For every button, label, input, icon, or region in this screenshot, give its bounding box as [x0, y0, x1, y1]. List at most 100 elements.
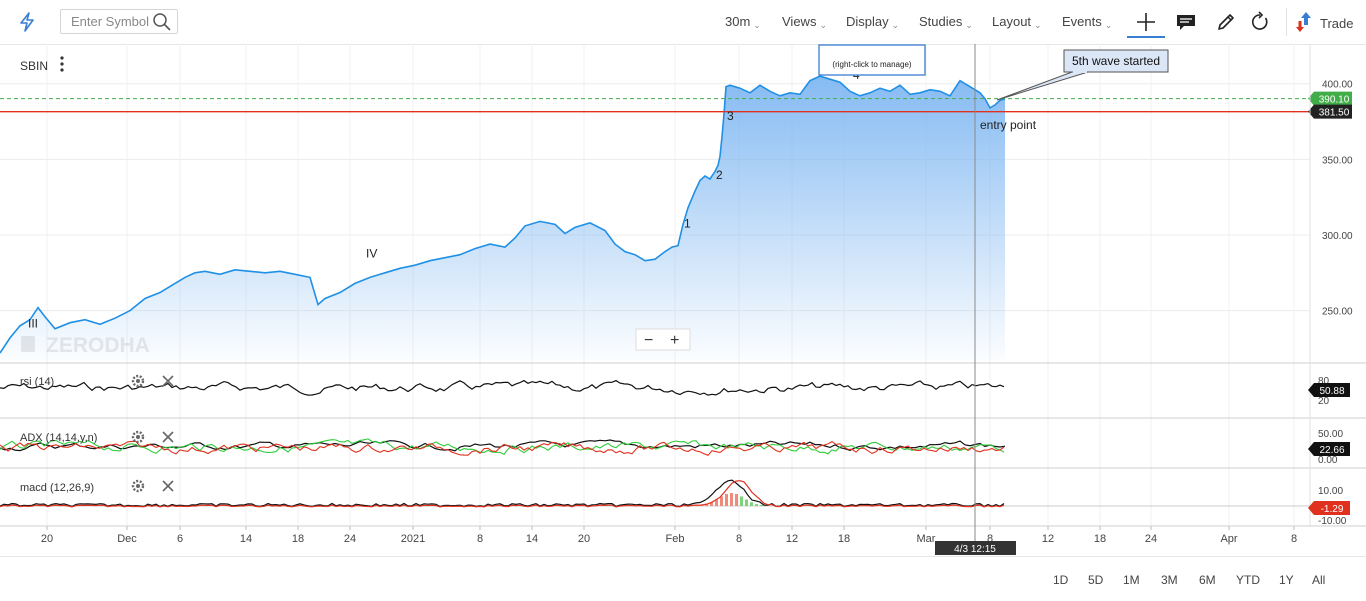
time-tick-label: 24 — [1145, 533, 1157, 545]
studies-menu[interactable]: Studies ⌄ — [919, 14, 973, 30]
bolt-icon[interactable] — [16, 11, 38, 33]
time-tick-label: 12 — [786, 533, 798, 545]
macd-bar — [755, 504, 758, 506]
zoom-out-button[interactable]: − — [644, 332, 653, 349]
zoom-in-button[interactable]: + — [670, 332, 679, 349]
adx-value-tag: 22.66 — [1308, 442, 1350, 456]
wave-label: 1 — [684, 216, 691, 230]
wave-label: entry point — [980, 118, 1037, 132]
time-tick-label: 14 — [240, 533, 252, 545]
gear-icon[interactable] — [131, 479, 145, 493]
rsi-label: rsi (14) — [20, 376, 54, 388]
reset-icon[interactable] — [1248, 10, 1272, 34]
adx-plus-di-line — [0, 438, 1005, 455]
chevron-down-icon: ⌄ — [891, 20, 900, 30]
watermark: ZERODHA — [21, 334, 150, 357]
level-tag-label: 381.50 — [1319, 108, 1350, 119]
crosshair-icon[interactable] — [1134, 10, 1158, 34]
level-tag — [1308, 104, 1352, 119]
more-icon[interactable] — [60, 56, 64, 72]
time-tick-label: 6 — [177, 533, 183, 545]
tooltip-text: (right-click to manage) — [832, 60, 911, 69]
wave-label: III — [28, 316, 38, 330]
search-icon[interactable] — [152, 12, 172, 32]
range-1m-button[interactable]: 1M — [1123, 573, 1140, 587]
svg-text:-10.00: -10.00 — [1318, 516, 1347, 527]
time-tick-label: 2021 — [401, 533, 425, 545]
close-icon[interactable] — [162, 431, 174, 443]
interval-menu[interactable]: 30m ⌄ — [725, 14, 761, 30]
price-line — [0, 75, 1006, 354]
macd-bar — [710, 502, 713, 506]
zoom-controls[interactable]: − + — [635, 328, 691, 351]
level-tag-label: 390.10 — [1319, 95, 1350, 106]
range-1y-button[interactable]: 1Y — [1279, 573, 1294, 587]
time-axis: 20 Dec 6 14 18 24 2021 8 14 20 Feb 8 12 18 Mar 8 12 18 24 A… — [41, 526, 1297, 545]
time-tick-label: Apr — [1220, 533, 1237, 545]
chevron-down-icon: ⌄ — [965, 20, 973, 30]
time-tick-label: 14 — [526, 533, 538, 545]
studies-label: Studies — [919, 14, 963, 29]
macd-value-tag: -1.29 — [1308, 501, 1350, 515]
range-1d-button[interactable]: 1D — [1053, 573, 1069, 587]
time-tick-label: 18 — [292, 533, 304, 545]
range-bar: 1D 5D 1M 3M 6M YTD 1Y All — [0, 556, 1366, 601]
wave-label: IV — [366, 247, 377, 261]
time-tick-label: Mar — [917, 533, 936, 545]
events-label: Events — [1062, 14, 1102, 29]
top-toolbar: 30m⌄ Views⌄ Display⌄ Studies⌄ Layout⌄ Ev… — [0, 0, 1366, 45]
time-tick-label: 18 — [838, 533, 850, 545]
svg-text:22.66: 22.66 — [1319, 445, 1344, 456]
gear-icon[interactable] — [131, 430, 145, 444]
chevron-down-icon: ⌄ — [753, 20, 761, 30]
wave-label: 3 — [727, 109, 734, 123]
svg-text:ZERODHA: ZERODHA — [46, 334, 150, 357]
macd-bar — [750, 502, 753, 506]
events-menu[interactable]: Events ⌄ — [1062, 14, 1112, 30]
time-tick-label: 12 — [1042, 533, 1054, 545]
pencil-icon[interactable] — [1214, 10, 1238, 34]
layout-menu[interactable]: Layout ⌄ — [992, 14, 1042, 30]
views-label: Views — [782, 14, 817, 29]
time-tick-label: 8 — [477, 533, 483, 545]
macd-bar — [730, 493, 733, 506]
macd-bar — [705, 504, 708, 506]
svg-text:50.88: 50.88 — [1319, 386, 1344, 397]
price-tick-label: 350.00 — [1322, 155, 1353, 166]
crosshair-time-box — [935, 541, 1016, 555]
trade-arrows-icon[interactable] — [1294, 10, 1318, 34]
range-3m-button[interactable]: 3M — [1161, 573, 1178, 587]
trade-button[interactable]: Trade — [1320, 16, 1354, 31]
comment-icon[interactable] — [1174, 10, 1198, 34]
price-area — [0, 76, 1005, 360]
close-icon[interactable] — [162, 375, 174, 387]
macd-bar — [720, 496, 723, 506]
gear-icon[interactable] — [131, 374, 145, 388]
chevron-down-icon: ⌄ — [819, 20, 827, 30]
time-tick-label: 20 — [578, 533, 590, 545]
time-tick-label: Feb — [666, 533, 685, 545]
symbol-label[interactable]: SBIN — [20, 59, 48, 73]
range-5d-button[interactable]: 5D — [1088, 573, 1104, 587]
range-ytd-button[interactable]: YTD — [1236, 573, 1260, 587]
range-all-button[interactable]: All — [1312, 573, 1326, 587]
svg-text:10.00: 10.00 — [1318, 486, 1343, 497]
time-tick-label: 8 — [987, 533, 993, 545]
callout-text: 5th wave started — [1072, 54, 1160, 68]
close-icon[interactable] — [162, 480, 174, 492]
price-tick-label: 300.00 — [1322, 231, 1353, 242]
callout-box[interactable] — [1063, 49, 1169, 73]
level-tag — [1308, 91, 1352, 106]
rsi-value-tag: 50.88 — [1308, 383, 1350, 397]
display-menu[interactable]: Display ⌄ — [846, 14, 900, 30]
views-menu[interactable]: Views ⌄ — [782, 14, 827, 30]
macd-bar — [760, 505, 763, 506]
macd-line — [0, 479, 1005, 508]
svg-text:80: 80 — [1318, 376, 1330, 387]
crosshair-active-indicator — [1127, 36, 1165, 38]
svg-text:20: 20 — [1318, 396, 1330, 407]
range-6m-button[interactable]: 6M — [1199, 573, 1216, 587]
crosshair-time: 4/3 12:15 — [954, 544, 996, 555]
search-input[interactable] — [60, 9, 178, 34]
